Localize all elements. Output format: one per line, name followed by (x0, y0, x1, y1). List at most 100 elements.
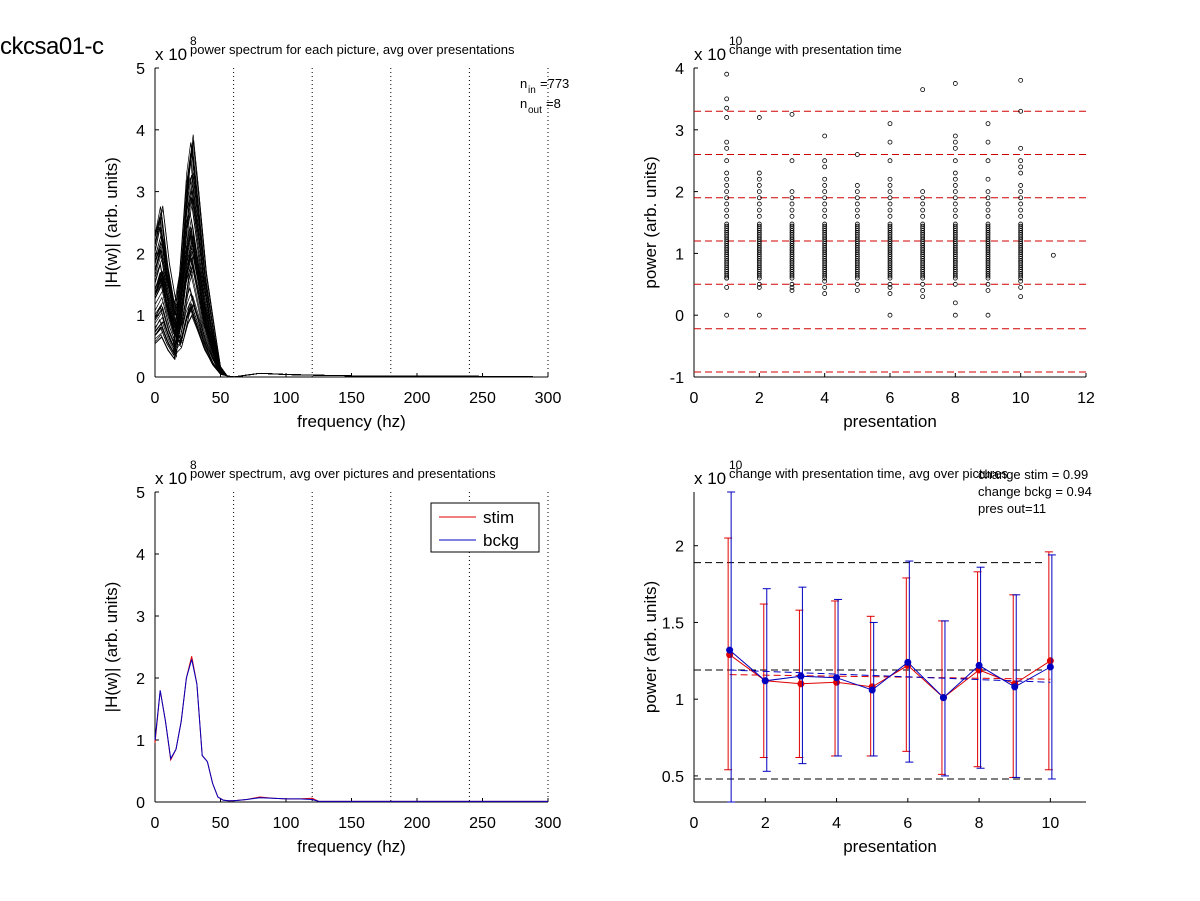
x-tick-label: 0 (690, 390, 699, 407)
x-tick-label: 300 (535, 815, 562, 832)
y-tick-label: 0 (136, 370, 145, 387)
data-point-bckg (797, 672, 805, 680)
stat-annotation: change bckg = 0.94 (978, 484, 1092, 499)
x-tick-label: 0 (151, 815, 160, 832)
data-point (1018, 201, 1024, 207)
data-point (724, 170, 730, 176)
data-point (920, 195, 926, 201)
data-point (724, 189, 730, 195)
data-point (920, 189, 926, 195)
axes-1: 0 50 100 150 200 250 300 0 1 2 3 4 5 frequency (hz) |H… (102, 34, 569, 431)
data-point (887, 223, 893, 229)
data-point (854, 183, 860, 188)
y-tick-label: 0 (675, 308, 684, 325)
annotation-sub: in (528, 85, 536, 96)
data-point (822, 278, 828, 284)
spectrum-trace (154, 256, 549, 378)
data-point (756, 189, 762, 195)
data-point (985, 223, 991, 229)
data-point (952, 207, 958, 213)
data-point (854, 288, 860, 293)
data-point (756, 176, 762, 182)
data-point (920, 201, 926, 207)
data-point (822, 176, 828, 182)
chart-title: change with presentation time (729, 42, 902, 57)
annotation-sub: out (528, 105, 542, 116)
data-point (724, 115, 730, 120)
legend-label: stim (483, 508, 514, 527)
data-point (756, 183, 762, 188)
data-point (887, 312, 893, 318)
data-point (887, 201, 893, 207)
y-tick-label: 5 (136, 61, 145, 78)
data-point (887, 139, 893, 145)
chart-title: power spectrum for each picture, avg ove… (190, 42, 515, 57)
x-tick-label: 6 (886, 390, 895, 407)
data-point (854, 223, 860, 229)
y-tick-label: -1 (670, 370, 684, 387)
x-tick-label: 250 (469, 815, 496, 832)
data-point (724, 176, 730, 182)
data-point (854, 201, 860, 207)
data-point (756, 207, 762, 213)
data-point (985, 288, 991, 293)
data-point (724, 275, 730, 281)
data-point (887, 195, 893, 201)
x-tick-label: 150 (338, 390, 365, 407)
data-point (1018, 278, 1024, 284)
series-line-bckg (154, 659, 548, 802)
axes-4: 0 2 4 6 8 10 0.5 1 1.5 2 presentation power (arb. u… (641, 458, 1092, 856)
axis-exponent-power: 8 (190, 34, 197, 48)
x-tick-label: 200 (404, 815, 431, 832)
x-tick-label: 0 (690, 815, 699, 832)
y-tick-label: 2 (136, 671, 145, 688)
stat-annotation: pres out=11 (978, 501, 1046, 516)
data-point (1018, 195, 1024, 201)
data-point (724, 158, 730, 164)
data-point (952, 170, 958, 176)
data-point (887, 291, 893, 296)
y-tick-label: 1 (136, 733, 145, 750)
data-point (724, 96, 730, 102)
data-point (854, 207, 860, 213)
data-point-bckg (761, 677, 769, 685)
data-point (1018, 284, 1024, 290)
data-point (985, 281, 991, 287)
data-point (1050, 252, 1056, 258)
data-point (822, 201, 828, 207)
data-point (822, 284, 828, 290)
data-point (1018, 164, 1024, 170)
data-point (1018, 221, 1024, 227)
data-point (887, 121, 893, 127)
y-tick-label: 1 (675, 246, 684, 263)
chart-title: change with presentation time, avg over … (729, 466, 1008, 481)
x-tick-label: 4 (832, 815, 841, 832)
data-point (952, 81, 958, 86)
data-point (756, 223, 762, 229)
data-point (789, 207, 795, 213)
data-point (952, 158, 958, 164)
data-point (854, 221, 860, 227)
data-point (789, 221, 795, 227)
y-tick-label: 1 (136, 308, 145, 325)
data-point (854, 152, 860, 157)
chart-title: power spectrum, avg over pictures and pr… (190, 466, 496, 481)
data-point (756, 281, 762, 287)
data-point (789, 195, 795, 201)
data-point (724, 139, 730, 145)
y-tick-label: 1 (675, 692, 684, 709)
data-point (789, 281, 795, 287)
x-tick-label: 2 (761, 815, 770, 832)
y-tick-label: 2 (675, 185, 684, 202)
data-point (854, 195, 860, 201)
trend-line-bckg (729, 669, 1051, 683)
data-point (985, 207, 991, 213)
data-point (1018, 158, 1024, 164)
data-point (985, 121, 991, 127)
x-tick-label: 10 (1012, 390, 1030, 407)
data-point (789, 223, 795, 229)
x-tick-label: 250 (469, 390, 496, 407)
data-point (854, 281, 860, 287)
